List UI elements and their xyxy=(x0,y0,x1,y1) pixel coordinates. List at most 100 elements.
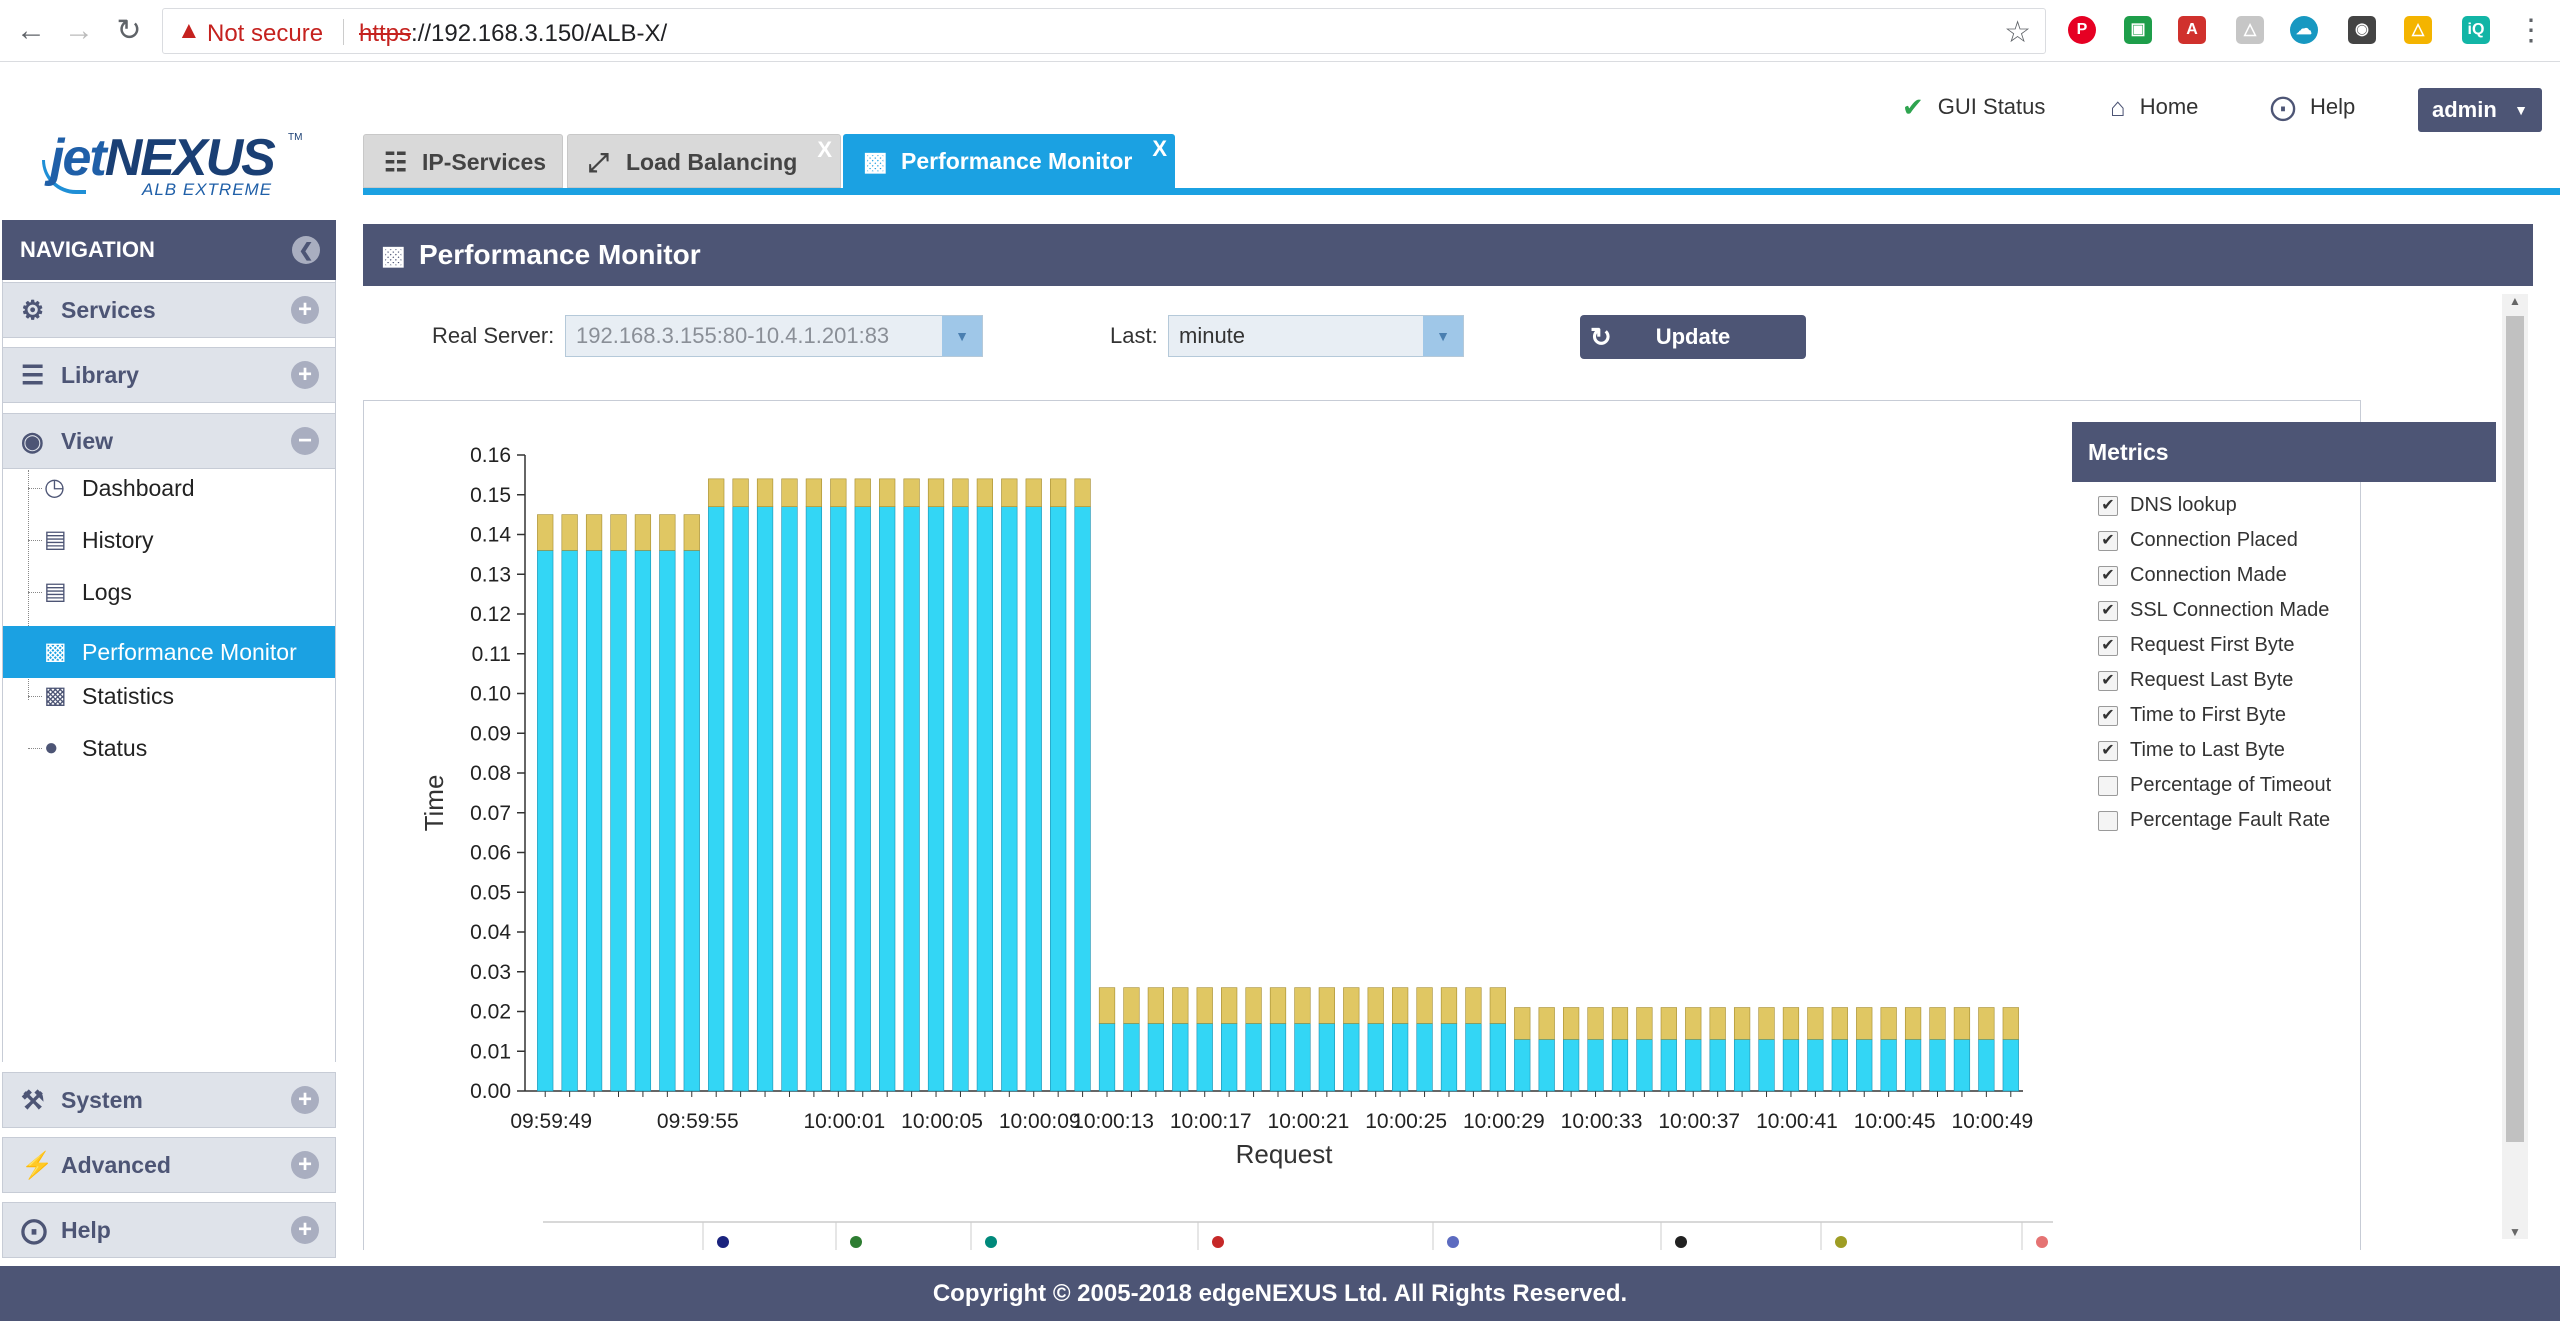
bar-segment-lower[interactable] xyxy=(830,506,847,1092)
salesforce-icon[interactable]: ☁ xyxy=(2290,16,2318,44)
bar-segment-lower[interactable] xyxy=(659,550,676,1092)
metric-checkbox[interactable] xyxy=(2098,776,2118,796)
bar-segment-lower[interactable] xyxy=(1831,1039,1848,1092)
bar-segment-upper[interactable] xyxy=(1953,1007,1971,1040)
tab-load-balancing[interactable]: ⤢ Load Balancing X xyxy=(567,134,841,188)
bar-segment-upper[interactable] xyxy=(976,478,994,507)
help-link[interactable]: ⨀ Help xyxy=(2270,92,2355,123)
tab-ip-services[interactable]: ☷ IP-Services xyxy=(363,134,563,188)
metric-item[interactable]: ✔ Time to First Byte xyxy=(2072,698,2496,733)
bar-segment-lower[interactable] xyxy=(1318,1023,1335,1092)
metric-checkbox[interactable]: ✔ xyxy=(2098,601,2118,621)
bar-segment-lower[interactable] xyxy=(927,506,945,1092)
bar-segment-upper[interactable] xyxy=(1978,1007,1995,1040)
bar-segment-lower[interactable] xyxy=(1880,1039,1897,1092)
bar-segment-upper[interactable] xyxy=(1440,987,1458,1024)
bar-segment-lower[interactable] xyxy=(634,550,652,1092)
bar-segment-lower[interactable] xyxy=(976,506,994,1092)
bar-segment-upper[interactable] xyxy=(708,478,725,507)
bar-segment-upper[interactable] xyxy=(879,478,896,507)
bar-segment-upper[interactable] xyxy=(1562,1007,1580,1040)
bar-segment-lower[interactable] xyxy=(1562,1039,1580,1092)
bar-segment-lower[interactable] xyxy=(1416,1023,1433,1092)
scroll-up-icon[interactable]: ▲ xyxy=(2509,294,2521,308)
forward-icon[interactable]: → xyxy=(64,14,94,47)
tab-close-button[interactable]: X xyxy=(1152,136,1167,161)
bar-segment-lower[interactable] xyxy=(1978,1039,1995,1092)
metric-item[interactable]: ✔ Request First Byte xyxy=(2072,628,2496,663)
bar-segment-upper[interactable] xyxy=(1929,1007,1946,1040)
security-label[interactable]: Not secure xyxy=(207,20,324,47)
bar-segment-lower[interactable] xyxy=(1856,1039,1873,1092)
bar-segment-upper[interactable] xyxy=(610,514,627,551)
bar-segment-upper[interactable] xyxy=(1367,987,1384,1024)
bar-segment-lower[interactable] xyxy=(1050,506,1067,1092)
metric-item[interactable]: ✔ Connection Placed xyxy=(2072,523,2496,558)
real-server-select[interactable]: 192.168.3.155:80-10.4.1.201:83 ▼ xyxy=(565,315,983,357)
bar-segment-upper[interactable] xyxy=(732,478,749,507)
bar-segment-upper[interactable] xyxy=(1245,987,1262,1024)
metric-item[interactable]: ✔ Connection Made xyxy=(2072,558,2496,593)
bar-segment-lower[interactable] xyxy=(1172,1023,1189,1092)
bar-segment-upper[interactable] xyxy=(1196,987,1213,1024)
bar-segment-upper[interactable] xyxy=(1343,987,1360,1024)
metric-checkbox[interactable]: ✔ xyxy=(2098,636,2118,656)
tab-performance-monitor[interactable]: ▩ Performance Monitor X xyxy=(843,134,1175,188)
sidebar-section-system[interactable]: ⚒ System + xyxy=(2,1072,336,1128)
bar-segment-upper[interactable] xyxy=(1001,478,1018,507)
bar-segment-lower[interactable] xyxy=(1709,1039,1726,1092)
bar-segment-upper[interactable] xyxy=(1611,1007,1629,1040)
sidebar-section-advanced[interactable]: ⚡ Advanced + xyxy=(2,1137,336,1193)
bar-segment-lower[interactable] xyxy=(1904,1039,1922,1092)
bar-segment-upper[interactable] xyxy=(659,514,676,551)
bar-segment-upper[interactable] xyxy=(1318,987,1335,1024)
bar-segment-upper[interactable] xyxy=(1123,987,1140,1024)
bar-segment-lower[interactable] xyxy=(1587,1039,1604,1092)
bar-segment-lower[interactable] xyxy=(854,506,871,1092)
sidebar-item-dashboard[interactable]: ◷ Dashboard xyxy=(2,462,336,514)
bar-segment-lower[interactable] xyxy=(903,506,920,1092)
bookmark-star-icon[interactable]: ☆ xyxy=(2004,16,2031,49)
bar-segment-lower[interactable] xyxy=(805,506,823,1092)
bar-segment-upper[interactable] xyxy=(537,514,554,551)
bar-segment-lower[interactable] xyxy=(781,506,798,1092)
bar-segment-upper[interactable] xyxy=(1050,478,1067,507)
sidebar-item-logs[interactable]: ▤ Logs xyxy=(2,566,336,618)
extension-green-icon[interactable]: ▣ xyxy=(2124,16,2152,44)
expand-icon[interactable]: + xyxy=(291,1151,319,1179)
bar-segment-lower[interactable] xyxy=(1001,506,1018,1092)
metric-item[interactable]: ✔ Request Last Byte xyxy=(2072,663,2496,698)
metric-item[interactable]: Percentage of Timeout xyxy=(2072,768,2496,803)
bar-segment-lower[interactable] xyxy=(1392,1023,1409,1092)
sidebar-item-history[interactable]: ▤ History xyxy=(2,514,336,566)
gui-status-link[interactable]: ✔ GUI Status xyxy=(1902,92,2045,123)
bar-segment-lower[interactable] xyxy=(879,506,896,1092)
metric-checkbox[interactable] xyxy=(2098,811,2118,831)
chevron-down-icon[interactable]: ▼ xyxy=(942,316,982,356)
bar-segment-lower[interactable] xyxy=(1685,1039,1702,1092)
last-period-select[interactable]: minute ▼ xyxy=(1168,315,1464,357)
metric-item[interactable]: Percentage Fault Rate xyxy=(2072,803,2496,838)
bar-segment-upper[interactable] xyxy=(1172,987,1189,1024)
bar-segment-upper[interactable] xyxy=(1807,1007,1824,1040)
bar-segment-lower[interactable] xyxy=(1489,1023,1506,1092)
bar-segment-lower[interactable] xyxy=(952,506,969,1092)
bar-segment-lower[interactable] xyxy=(1025,506,1042,1092)
bar-segment-upper[interactable] xyxy=(1782,1007,1800,1040)
bar-segment-upper[interactable] xyxy=(1147,987,1164,1024)
drive-gray-icon[interactable]: △ xyxy=(2236,16,2264,44)
metric-checkbox[interactable]: ✔ xyxy=(2098,531,2118,551)
metric-checkbox[interactable]: ✔ xyxy=(2098,496,2118,516)
bar-segment-lower[interactable] xyxy=(2002,1039,2019,1092)
reload-icon[interactable]: ↻ xyxy=(116,14,142,47)
bar-segment-lower[interactable] xyxy=(1245,1023,1262,1092)
bar-segment-lower[interactable] xyxy=(732,506,749,1092)
bar-segment-upper[interactable] xyxy=(1587,1007,1604,1040)
bar-segment-upper[interactable] xyxy=(1514,1007,1531,1040)
home-link[interactable]: ⌂ Home xyxy=(2110,92,2198,123)
bar-segment-upper[interactable] xyxy=(1074,478,1091,507)
bar-segment-upper[interactable] xyxy=(1269,987,1287,1024)
bar-segment-lower[interactable] xyxy=(1807,1039,1824,1092)
pdf-icon[interactable]: A xyxy=(2178,16,2206,44)
iq-icon[interactable]: iQ xyxy=(2462,16,2490,44)
